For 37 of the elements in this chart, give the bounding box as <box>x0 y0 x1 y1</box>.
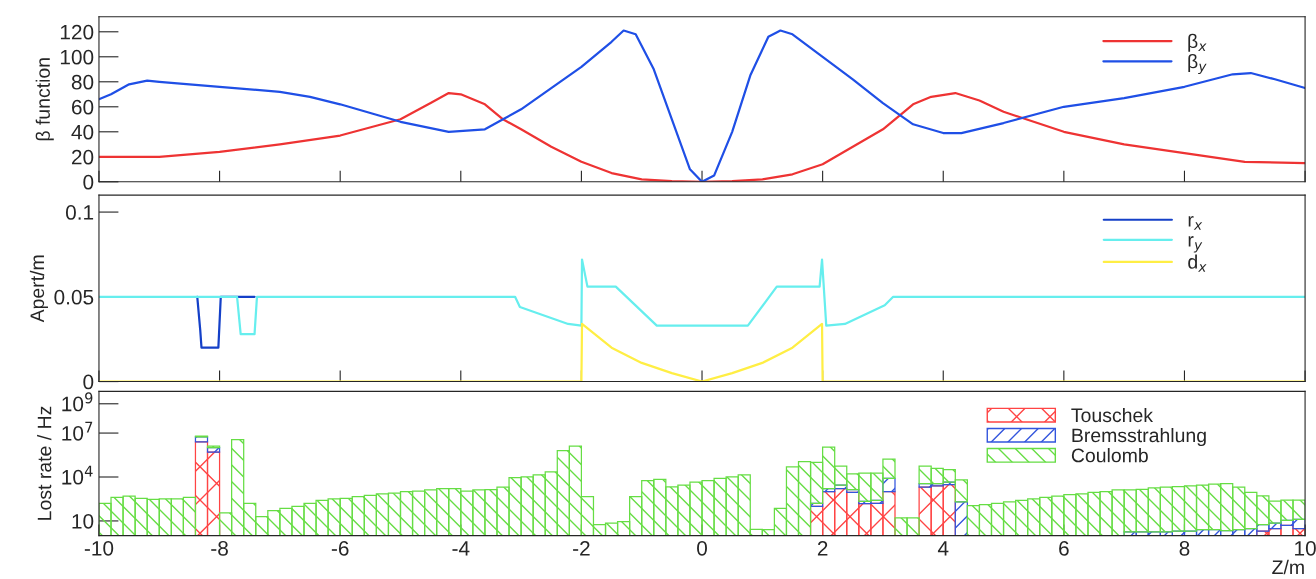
y-tick-label: 0 <box>83 174 94 190</box>
y-tick-label: 120 <box>60 24 94 40</box>
y-axis-title: Lost rate / Hz <box>37 406 52 520</box>
y-tick-label: 10$^{9}$ <box>62 392 93 412</box>
y-tick-label: 0.1 <box>65 205 94 220</box>
y-tick-label: 80 <box>71 74 94 90</box>
x-axis-title: Z/m <box>1272 559 1304 575</box>
legend-label: Bremsstrahlung <box>1072 427 1206 447</box>
legend-label: Coulomb <box>1071 448 1148 463</box>
y-axis-title: Apert/m <box>29 255 48 323</box>
x-tick-label: -2 <box>573 540 590 556</box>
x-tick-label: -6 <box>331 540 349 556</box>
legend-label: r$_{y}$ <box>1188 236 1203 253</box>
x-tick-label: -10 <box>84 540 114 556</box>
legend-label: β$_{y}$ <box>1188 53 1207 75</box>
y-axis-title: β function <box>35 58 54 141</box>
x-tick-label: 8 <box>1179 540 1190 556</box>
x-tick-label: -8 <box>211 540 228 556</box>
x-tick-label: 6 <box>1059 540 1069 556</box>
x-tick-label: 4 <box>937 541 949 556</box>
x-tick-label: -4 <box>452 541 470 556</box>
y-tick-label: 0 <box>83 374 94 390</box>
x-tick-label: 0 <box>697 540 707 556</box>
legend-label: d$_{x}$ <box>1188 254 1207 272</box>
y-tick-label: 10$^{7}$ <box>62 421 93 441</box>
y-tick-label: 0.05 <box>54 289 94 305</box>
x-tick-label: 10 <box>1295 540 1316 556</box>
y-tick-label: 20 <box>71 149 94 165</box>
y-tick-label: 10 <box>72 513 94 529</box>
y-tick-label: 100 <box>60 49 94 65</box>
y-tick-label: 60 <box>71 99 94 115</box>
x-tick-label: 2 <box>817 540 828 556</box>
y-tick-label: 10$^{4}$ <box>62 465 93 485</box>
legend-label: r$_{x}$ <box>1188 216 1203 230</box>
legend-label: Touschek <box>1071 407 1154 423</box>
legend-label: β$_{x}$ <box>1188 33 1207 52</box>
y-tick-label: 40 <box>71 124 94 140</box>
